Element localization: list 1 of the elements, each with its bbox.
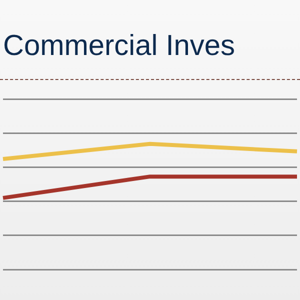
chart-title: Commercial Inves <box>3 30 236 63</box>
